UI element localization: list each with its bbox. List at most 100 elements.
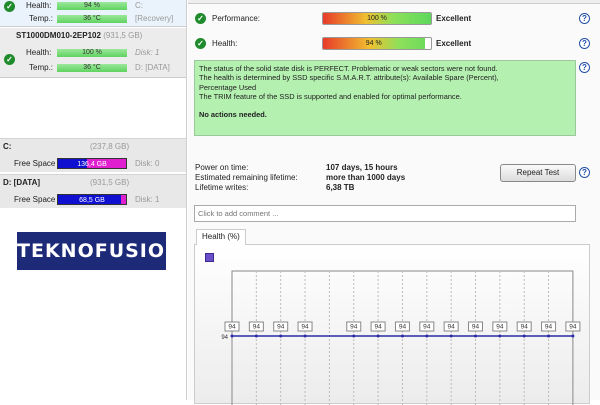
ok-check-icon: ✓	[195, 38, 206, 49]
data-label-box	[273, 321, 289, 332]
message-line: The TRIM feature of the SSD is supported…	[199, 91, 462, 101]
disk-entry-0[interactable]: ✓ Health: 94 % C: Temp.: 36 °C [Recovery…	[0, 0, 186, 27]
data-label-box	[224, 321, 240, 332]
volume-d[interactable]: D: [DATA] (931,5 GB) Free Space 68,5 GB …	[0, 174, 186, 208]
performance-rating: Excellent	[436, 14, 472, 23]
ok-check-icon: ✓	[4, 54, 15, 65]
help-icon[interactable]: ?	[579, 62, 590, 73]
health-bar: 100 %	[57, 49, 127, 57]
power-on-value: 107 days, 15 hours	[326, 163, 398, 172]
disk-size: (931,5 GB)	[103, 31, 143, 40]
help-icon[interactable]: ?	[579, 167, 590, 178]
volume-c[interactable]: C: (237,8 GB) Free Space 136,4 GB Disk: …	[0, 138, 186, 172]
data-label: 94	[472, 324, 480, 331]
data-point	[571, 334, 575, 338]
data-label-box	[394, 321, 410, 332]
disk-entry-1[interactable]: ST1000DM010-2EP102 (931,5 GB) ✓ Health: …	[0, 28, 186, 78]
free-space-bar: 136,4 GB	[57, 158, 127, 169]
data-point	[522, 334, 526, 338]
data-label-box	[419, 321, 435, 332]
writes-value: 6,38 TB	[326, 183, 355, 192]
data-label-box	[492, 321, 508, 332]
data-label-box	[297, 321, 313, 332]
data-label-box	[541, 321, 557, 332]
volume-size: (931,5 GB)	[90, 178, 130, 187]
health-bar: 94 %	[57, 2, 127, 10]
health-chart-panel: 94 94 94 94 94 94 94 94 94 94 94 94 94 94 94	[194, 244, 590, 405]
message-line: The status of the solid state disk is PE…	[199, 64, 498, 73]
performance-label: Performance:	[212, 14, 261, 23]
lifetime-label: Estimated remaining lifetime:	[195, 173, 298, 182]
data-point	[376, 334, 380, 338]
free-space-label: Free Space	[14, 159, 56, 168]
data-label-box	[565, 321, 581, 332]
data-label-box	[516, 321, 532, 332]
data-point	[425, 334, 429, 338]
data-label: 94	[496, 324, 504, 331]
volume-disk-note: Disk: 1	[135, 195, 160, 204]
data-point	[474, 334, 477, 338]
temp-note: D: [DATA]	[135, 63, 170, 72]
temp-label: Temp.:	[29, 14, 54, 23]
data-label: 94	[448, 324, 456, 331]
data-point	[254, 334, 258, 338]
data-point	[547, 334, 551, 338]
data-label: 94	[301, 324, 309, 331]
writes-label: Lifetime writes:	[195, 183, 249, 192]
data-label: 94	[253, 324, 261, 331]
temp-note: [Recovery]	[135, 14, 174, 23]
power-on-label: Power on time:	[195, 163, 249, 172]
health-rating: Excellent	[436, 39, 472, 48]
save-icon[interactable]	[205, 253, 214, 262]
volume-name: C:	[3, 142, 12, 151]
volume-disk-note: Disk: 0	[135, 159, 160, 168]
performance-bar: 100 %	[322, 12, 432, 25]
y-tick-label: 94	[221, 335, 228, 341]
health-note: C:	[135, 1, 143, 10]
teknofusion-logo: TEKNOFUSION	[17, 232, 181, 270]
data-label: 94	[374, 324, 382, 331]
comment-input[interactable]	[194, 205, 576, 222]
volume-size: (237,8 GB)	[90, 142, 130, 151]
health-label: Health:	[26, 48, 52, 57]
tab-health-chart[interactable]: Health (%)	[196, 229, 246, 245]
data-label: 94	[545, 324, 553, 331]
data-label: 94	[569, 324, 577, 331]
data-label-box	[468, 321, 483, 332]
health-label: Health:	[26, 1, 52, 10]
health-bar: 94 %	[322, 37, 432, 50]
disk-details-panel: ✓ Performance: 100 % Excellent ? ✓ Healt…	[188, 0, 600, 405]
data-point	[449, 334, 453, 338]
message-action: No actions needed.	[199, 110, 267, 120]
free-space-label: Free Space	[14, 195, 56, 204]
data-label-box	[443, 321, 459, 332]
volume-name: D: [DATA]	[3, 178, 41, 187]
data-label-box	[346, 321, 362, 332]
data-point	[352, 334, 356, 338]
health-note: Disk: 1	[135, 48, 160, 57]
help-icon[interactable]: ?	[579, 38, 590, 49]
free-space-bar: 68,5 GB	[57, 194, 127, 205]
performance-value: 100 %	[323, 13, 431, 24]
data-label: 94	[423, 324, 431, 331]
ok-check-icon: ✓	[4, 1, 15, 12]
tab-strip[interactable]	[188, 0, 600, 4]
data-label-box	[370, 321, 386, 332]
status-message-box: The status of the solid state disk is PE…	[194, 60, 576, 136]
help-icon[interactable]: ?	[579, 13, 590, 24]
temp-label: Temp.:	[29, 63, 54, 72]
message-line: The health is determined by SSD specific…	[199, 73, 499, 83]
repeat-test-button[interactable]: Repeat Test	[500, 164, 576, 182]
data-label-box	[248, 321, 264, 332]
data-label: 94	[521, 324, 529, 331]
ok-check-icon: ✓	[195, 13, 206, 24]
health-label: Health:	[212, 39, 238, 48]
temp-bar: 36 °C	[57, 64, 127, 72]
data-label: 94	[228, 324, 236, 331]
data-point	[400, 334, 404, 338]
lifetime-value: more than 1000 days	[326, 173, 406, 182]
health-value: 94 %	[323, 38, 425, 49]
data-point	[230, 334, 234, 338]
message-line: Percentage Used	[199, 82, 257, 92]
